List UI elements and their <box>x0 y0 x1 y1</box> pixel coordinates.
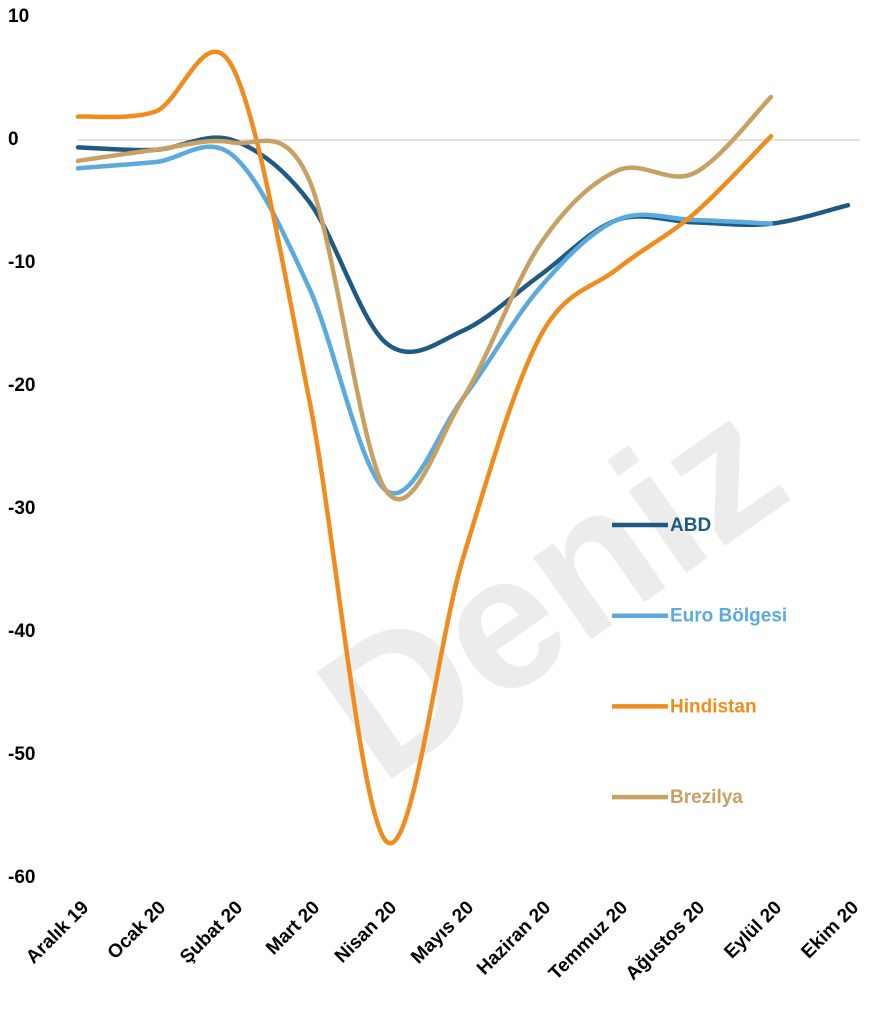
y-tick-label: -30 <box>8 498 35 519</box>
y-tick-label: -10 <box>8 252 35 273</box>
x-tick-label: Nisan 20 <box>331 897 401 967</box>
x-tick-label: Şubat 20 <box>176 897 247 968</box>
y-tick-label: 10 <box>8 6 29 27</box>
series-line <box>75 94 774 502</box>
y-tick-label: -50 <box>8 744 35 765</box>
x-tick-label: Ekim 20 <box>797 897 863 963</box>
x-tick-label: Mart 20 <box>262 897 324 959</box>
legend-label: Brezilya <box>670 787 743 808</box>
series-line <box>75 49 774 846</box>
x-tick-label: Aralık 19 <box>22 897 93 968</box>
series-line <box>75 135 851 355</box>
x-tick-label: Ocak 20 <box>104 897 170 963</box>
y-tick-label: -20 <box>8 375 35 396</box>
x-tick-label: Mayıs 20 <box>407 897 478 968</box>
legend-label: Hindistan <box>670 696 757 717</box>
legend-label: ABD <box>670 515 711 536</box>
y-tick-label: -60 <box>8 867 35 888</box>
x-tick-label: Eylül 20 <box>720 897 786 963</box>
legend-label: Euro Bölgesi <box>670 606 787 627</box>
x-tick-label: Ağustos 20 <box>622 897 709 984</box>
series-line <box>75 144 774 496</box>
y-tick-label: -40 <box>8 621 35 642</box>
y-tick-label: 0 <box>8 129 19 150</box>
x-tick-label: Haziran 20 <box>473 897 555 979</box>
x-tick-label: Temmuz 20 <box>545 897 632 984</box>
